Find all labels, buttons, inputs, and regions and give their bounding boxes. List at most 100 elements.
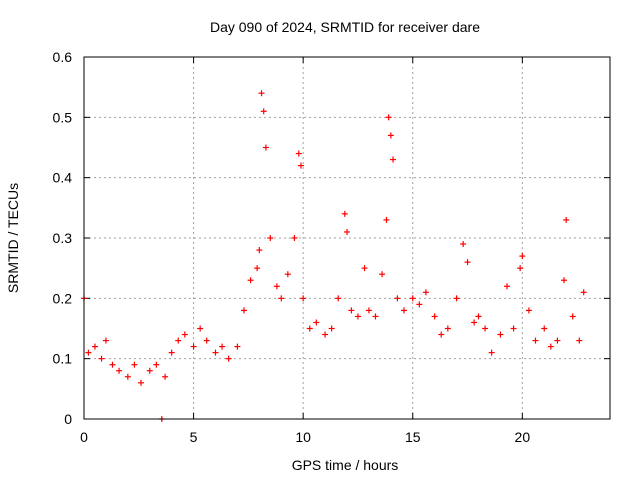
data-point — [482, 325, 489, 332]
data-point — [431, 313, 438, 320]
data-point — [219, 343, 226, 350]
data-point — [116, 367, 123, 374]
data-point — [85, 349, 92, 356]
data-point — [162, 373, 169, 380]
data-point — [554, 337, 561, 344]
data-point — [385, 114, 392, 121]
data-point — [291, 235, 298, 241]
data-point — [197, 325, 204, 332]
data-point — [124, 373, 131, 380]
x-tick-label: 20 — [515, 429, 531, 445]
data-point — [580, 289, 587, 296]
data-point — [464, 259, 471, 266]
data-point — [488, 349, 495, 356]
y-axis-label: SRMTID / TECUs — [5, 183, 21, 293]
data-point — [175, 337, 182, 344]
y-tick-label: 0.5 — [53, 109, 73, 125]
data-point — [328, 325, 335, 332]
data-point — [91, 343, 98, 350]
data-point — [306, 325, 313, 332]
data-point — [335, 295, 342, 302]
data-points — [81, 90, 587, 422]
data-point — [365, 307, 372, 314]
data-point — [109, 361, 116, 368]
data-point — [547, 343, 554, 350]
data-point — [203, 337, 210, 344]
y-tick-label: 0 — [64, 411, 72, 427]
data-point — [354, 313, 361, 320]
data-point — [387, 132, 394, 139]
data-point — [240, 307, 247, 314]
data-point — [383, 216, 390, 223]
data-point — [400, 307, 407, 314]
x-tick-label: 0 — [80, 429, 88, 445]
data-point — [247, 277, 254, 284]
data-point — [394, 295, 401, 302]
data-point — [460, 241, 467, 248]
plot-frame — [83, 56, 611, 420]
data-point — [541, 325, 548, 332]
data-point — [471, 319, 478, 326]
data-point — [344, 228, 350, 235]
data-point — [267, 235, 274, 241]
data-point — [212, 349, 219, 356]
data-point — [475, 313, 482, 320]
data-point — [576, 337, 583, 344]
axis-ticks: 0 0.1 0.2 0.3 0.4 0.5 0.6 0 5 10 15 20 — [53, 49, 610, 445]
data-point — [497, 331, 504, 338]
data-point — [525, 307, 532, 314]
data-point — [181, 331, 188, 338]
data-point — [322, 331, 329, 338]
y-tick-label: 0.6 — [53, 49, 73, 65]
data-point — [341, 210, 348, 217]
data-point — [569, 313, 576, 320]
data-point — [422, 289, 429, 296]
data-point — [260, 108, 267, 115]
data-point — [98, 355, 105, 362]
data-point — [278, 295, 285, 302]
x-tick-label: 5 — [190, 429, 198, 445]
data-point — [273, 283, 280, 290]
data-point — [258, 90, 265, 97]
data-point — [168, 349, 175, 356]
data-point — [300, 295, 307, 302]
data-point — [444, 325, 451, 332]
data-point — [102, 337, 109, 344]
data-point — [225, 355, 232, 362]
y-tick-label: 0.2 — [53, 290, 73, 306]
data-point — [372, 313, 379, 320]
data-point — [438, 331, 445, 338]
data-point — [517, 265, 524, 272]
data-point — [503, 283, 510, 290]
data-point — [453, 295, 460, 302]
y-tick-label: 0.1 — [53, 351, 73, 367]
data-point — [313, 319, 320, 326]
data-point — [153, 361, 160, 368]
data-point — [379, 271, 386, 278]
data-point — [234, 343, 241, 350]
data-point — [284, 271, 291, 278]
x-tick-label: 15 — [405, 429, 421, 445]
data-point — [519, 253, 526, 260]
data-point — [390, 156, 397, 163]
y-tick-label: 0.4 — [53, 170, 73, 186]
x-axis-label: GPS time / hours — [292, 457, 399, 473]
data-point — [361, 265, 368, 272]
data-point — [146, 367, 153, 374]
data-point — [295, 150, 302, 157]
data-point — [190, 343, 197, 350]
data-point — [256, 247, 263, 254]
data-point — [510, 325, 517, 332]
data-point — [137, 379, 144, 386]
data-point — [532, 337, 539, 344]
data-point — [254, 265, 261, 272]
data-point — [262, 144, 269, 151]
data-point — [131, 361, 138, 368]
chart-title: Day 090 of 2024, SRMTID for receiver dar… — [210, 19, 480, 35]
data-point — [563, 216, 570, 223]
data-point — [560, 277, 567, 284]
data-point — [409, 295, 416, 302]
data-point — [416, 301, 423, 308]
data-point — [297, 162, 304, 169]
